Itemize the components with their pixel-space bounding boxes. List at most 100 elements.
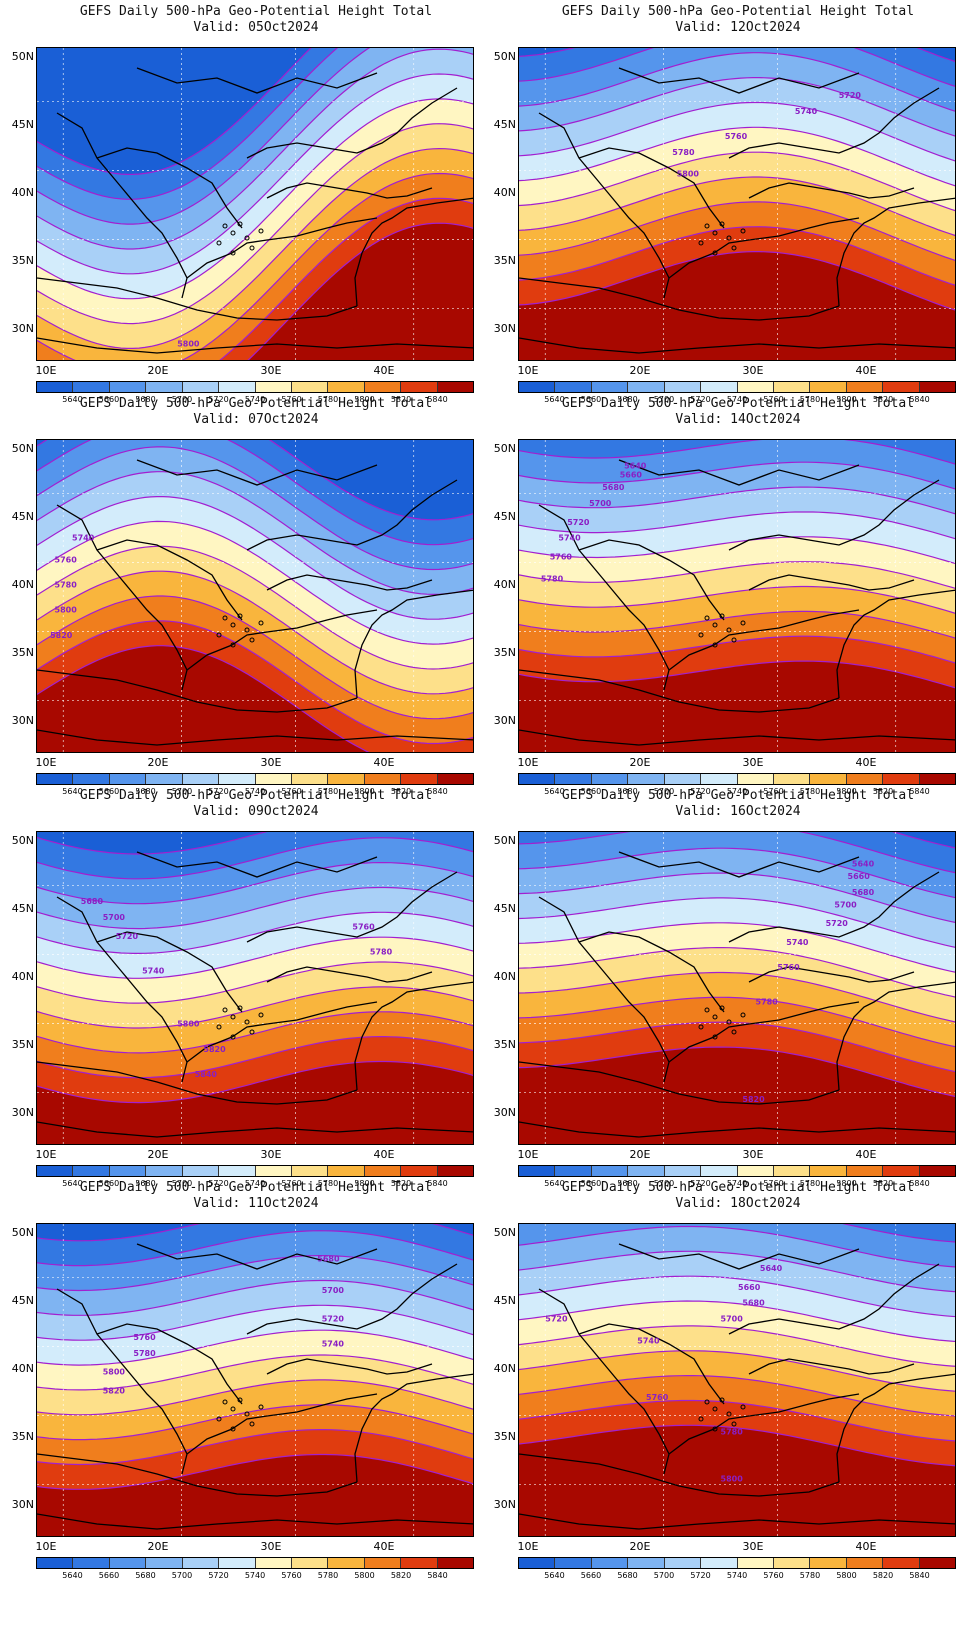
latitude-tick-label: 45N <box>11 902 34 915</box>
contour-field: 5800 <box>37 48 473 360</box>
contour-label: 5760 <box>777 963 800 972</box>
height-band <box>519 512 955 564</box>
longitude-tick-label: 30E <box>742 1540 764 1553</box>
colorbar-segment <box>737 1166 774 1176</box>
colorbar-segment <box>291 382 329 392</box>
map-panel: GEFS Daily 500-hPa Geo-Potential Height … <box>0 392 482 802</box>
island <box>230 642 236 648</box>
height-band <box>37 1305 473 1366</box>
contour-label: 5720 <box>322 1314 345 1323</box>
height-band <box>37 74 473 299</box>
island <box>698 1024 704 1030</box>
island <box>230 1014 236 1020</box>
colorbar-segment <box>773 1558 811 1568</box>
height-band <box>519 48 955 112</box>
contour-label: 5740 <box>786 938 809 947</box>
colorbar-segment <box>219 1558 256 1568</box>
colorbar-segment <box>628 774 665 784</box>
height-band <box>519 77 955 161</box>
contour-label: 5780 <box>756 998 779 1007</box>
longitude-tick-label: 30E <box>260 1148 282 1161</box>
contour-line <box>37 147 473 349</box>
colorbar-label: 5760 <box>763 1179 784 1188</box>
panel-title: GEFS Daily 500-hPa Geo-Potential Height … <box>561 4 915 19</box>
contour-line <box>37 172 473 360</box>
colorbar-segment <box>883 1166 920 1176</box>
coastline <box>668 1393 860 1455</box>
height-band <box>37 912 473 979</box>
height-band <box>37 446 473 595</box>
contour-field: 5640 5660 5680 5700 5720 5740 5760 5780 5820 <box>519 832 955 1144</box>
colorbar-label: 5720 <box>690 395 711 404</box>
contour-label: 5760 <box>352 922 375 931</box>
valid-date: Valid: 14Oct2024 <box>675 412 801 427</box>
colorbar-label: 5700 <box>171 787 193 796</box>
coastline <box>96 931 243 1013</box>
geopotential-map: 5800 <box>36 47 474 361</box>
contour-line <box>37 73 473 275</box>
colorbar-segment <box>846 382 884 392</box>
colorbar-label: 5720 <box>208 395 229 404</box>
latitude-tick-label: 30N <box>11 1106 34 1119</box>
height-band <box>37 832 265 854</box>
contour-line <box>37 1255 473 1292</box>
valid-date: Valid: 09Oct2024 <box>193 804 319 819</box>
colorbar-label: 5800 <box>836 1571 857 1580</box>
longitude-tick-label: 40E <box>855 364 877 377</box>
height-band <box>519 48 955 62</box>
colorbar-segment <box>328 774 365 784</box>
height-band <box>37 962 473 1028</box>
coastline <box>519 1513 955 1530</box>
contour-label: 5780 <box>370 948 393 957</box>
colorbar-label: 5820 <box>390 1571 412 1580</box>
longitude-tick-label: 20E <box>629 756 651 769</box>
height-band <box>37 862 473 929</box>
colorbar-segment <box>701 1166 738 1176</box>
longitude-tick-label: 20E <box>629 1540 651 1553</box>
island <box>740 228 746 234</box>
coastline <box>96 1323 243 1405</box>
contour-line <box>519 1046 955 1098</box>
colorbar-label: 5660 <box>98 1179 120 1188</box>
colorbar-labels: 5640 5660 5680 5700 5720 5740 5760 5780 5800 5820… <box>36 395 474 407</box>
latitude-tick-label: 40N <box>493 186 516 199</box>
height-band <box>37 1255 473 1316</box>
height-band <box>519 52 955 137</box>
colorbar-segment <box>255 382 292 392</box>
coastline <box>246 479 458 551</box>
longitude-tick-label: 30E <box>260 364 282 377</box>
colorbar-label: 5640 <box>62 1179 83 1188</box>
coastline <box>186 1393 378 1455</box>
colorbar-segment <box>364 1166 402 1176</box>
contour-label: 5760 <box>725 132 748 141</box>
colorbar-segment <box>664 382 702 392</box>
contour-line <box>519 201 955 261</box>
contour-line <box>37 1060 473 1104</box>
island <box>244 235 250 241</box>
coastline <box>519 1121 955 1138</box>
coastline <box>836 589 955 699</box>
colorbar-label: 5740 <box>244 787 266 796</box>
contour-line <box>519 1300 955 1343</box>
island <box>216 632 222 638</box>
colorbar-label: 5780 <box>799 395 821 404</box>
map-panel: GEFS Daily 500-hPa Geo-Potential Height … <box>482 784 964 1194</box>
colorbar-segment <box>628 382 665 392</box>
coastline <box>96 539 243 621</box>
colorbar-segment <box>846 1558 884 1568</box>
latitude-tick-label: 40N <box>11 970 34 983</box>
contour-label: 5680 <box>317 1255 340 1264</box>
colorbar-segment <box>37 1166 74 1176</box>
colorbar-label: 5840 <box>909 787 930 796</box>
height-band <box>37 521 473 669</box>
island <box>698 240 704 246</box>
contour-line <box>519 971 955 1023</box>
contour-label: 5780 <box>133 1349 156 1358</box>
contour-line <box>37 440 473 546</box>
latitude-tick-label: 30N <box>493 1106 516 1119</box>
height-band <box>37 440 473 570</box>
island <box>237 613 243 619</box>
contour-label: 5800 <box>103 1368 126 1377</box>
coastline <box>578 931 725 1013</box>
height-band <box>519 661 955 752</box>
